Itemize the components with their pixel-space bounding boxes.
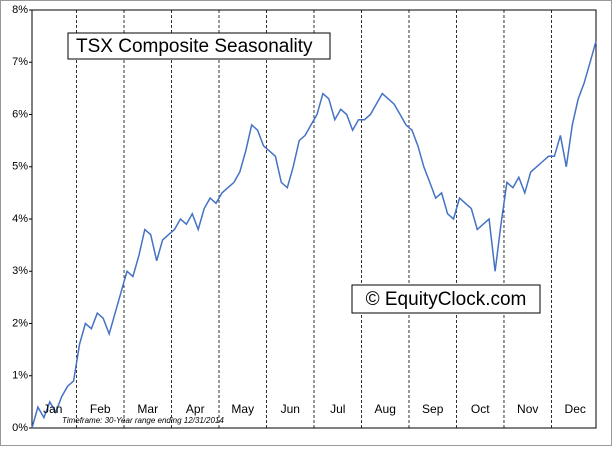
- y-tick-label: 1%: [12, 370, 28, 382]
- chart-title: TSX Composite Seasonality: [76, 36, 313, 57]
- watermark-box: [351, 284, 541, 314]
- y-tick-label: 8%: [12, 4, 28, 16]
- y-tick-label: 6%: [12, 108, 28, 120]
- x-tick-label: Nov: [517, 402, 538, 416]
- series-line: [31, 41, 597, 429]
- footnote: Timeframe: 30-Year range ending 12/31/20…: [62, 416, 224, 425]
- title-box: [67, 32, 331, 60]
- x-tick-label: May: [231, 402, 254, 416]
- x-tick-label: Feb: [90, 402, 111, 416]
- x-tick-label: Jul: [330, 402, 345, 416]
- x-tick-label: Apr: [186, 402, 205, 416]
- watermark: © EquityClock.com: [366, 289, 527, 310]
- y-tick-label: 0%: [12, 422, 28, 434]
- x-tick-label: Sep: [422, 402, 444, 416]
- x-tick-label: Oct: [471, 402, 490, 416]
- y-tick-label: 7%: [12, 56, 28, 68]
- x-tick-label: Jan: [43, 402, 62, 416]
- x-tick-label: Mar: [137, 402, 158, 416]
- y-tick-label: 5%: [12, 161, 28, 173]
- y-tick-label: 2%: [12, 317, 28, 329]
- x-tick-label: Jun: [281, 402, 300, 416]
- y-tick-label: 3%: [12, 265, 28, 277]
- y-tick-label: 4%: [12, 213, 28, 225]
- x-tick-label: Dec: [565, 402, 586, 416]
- x-tick-label: Aug: [375, 402, 396, 416]
